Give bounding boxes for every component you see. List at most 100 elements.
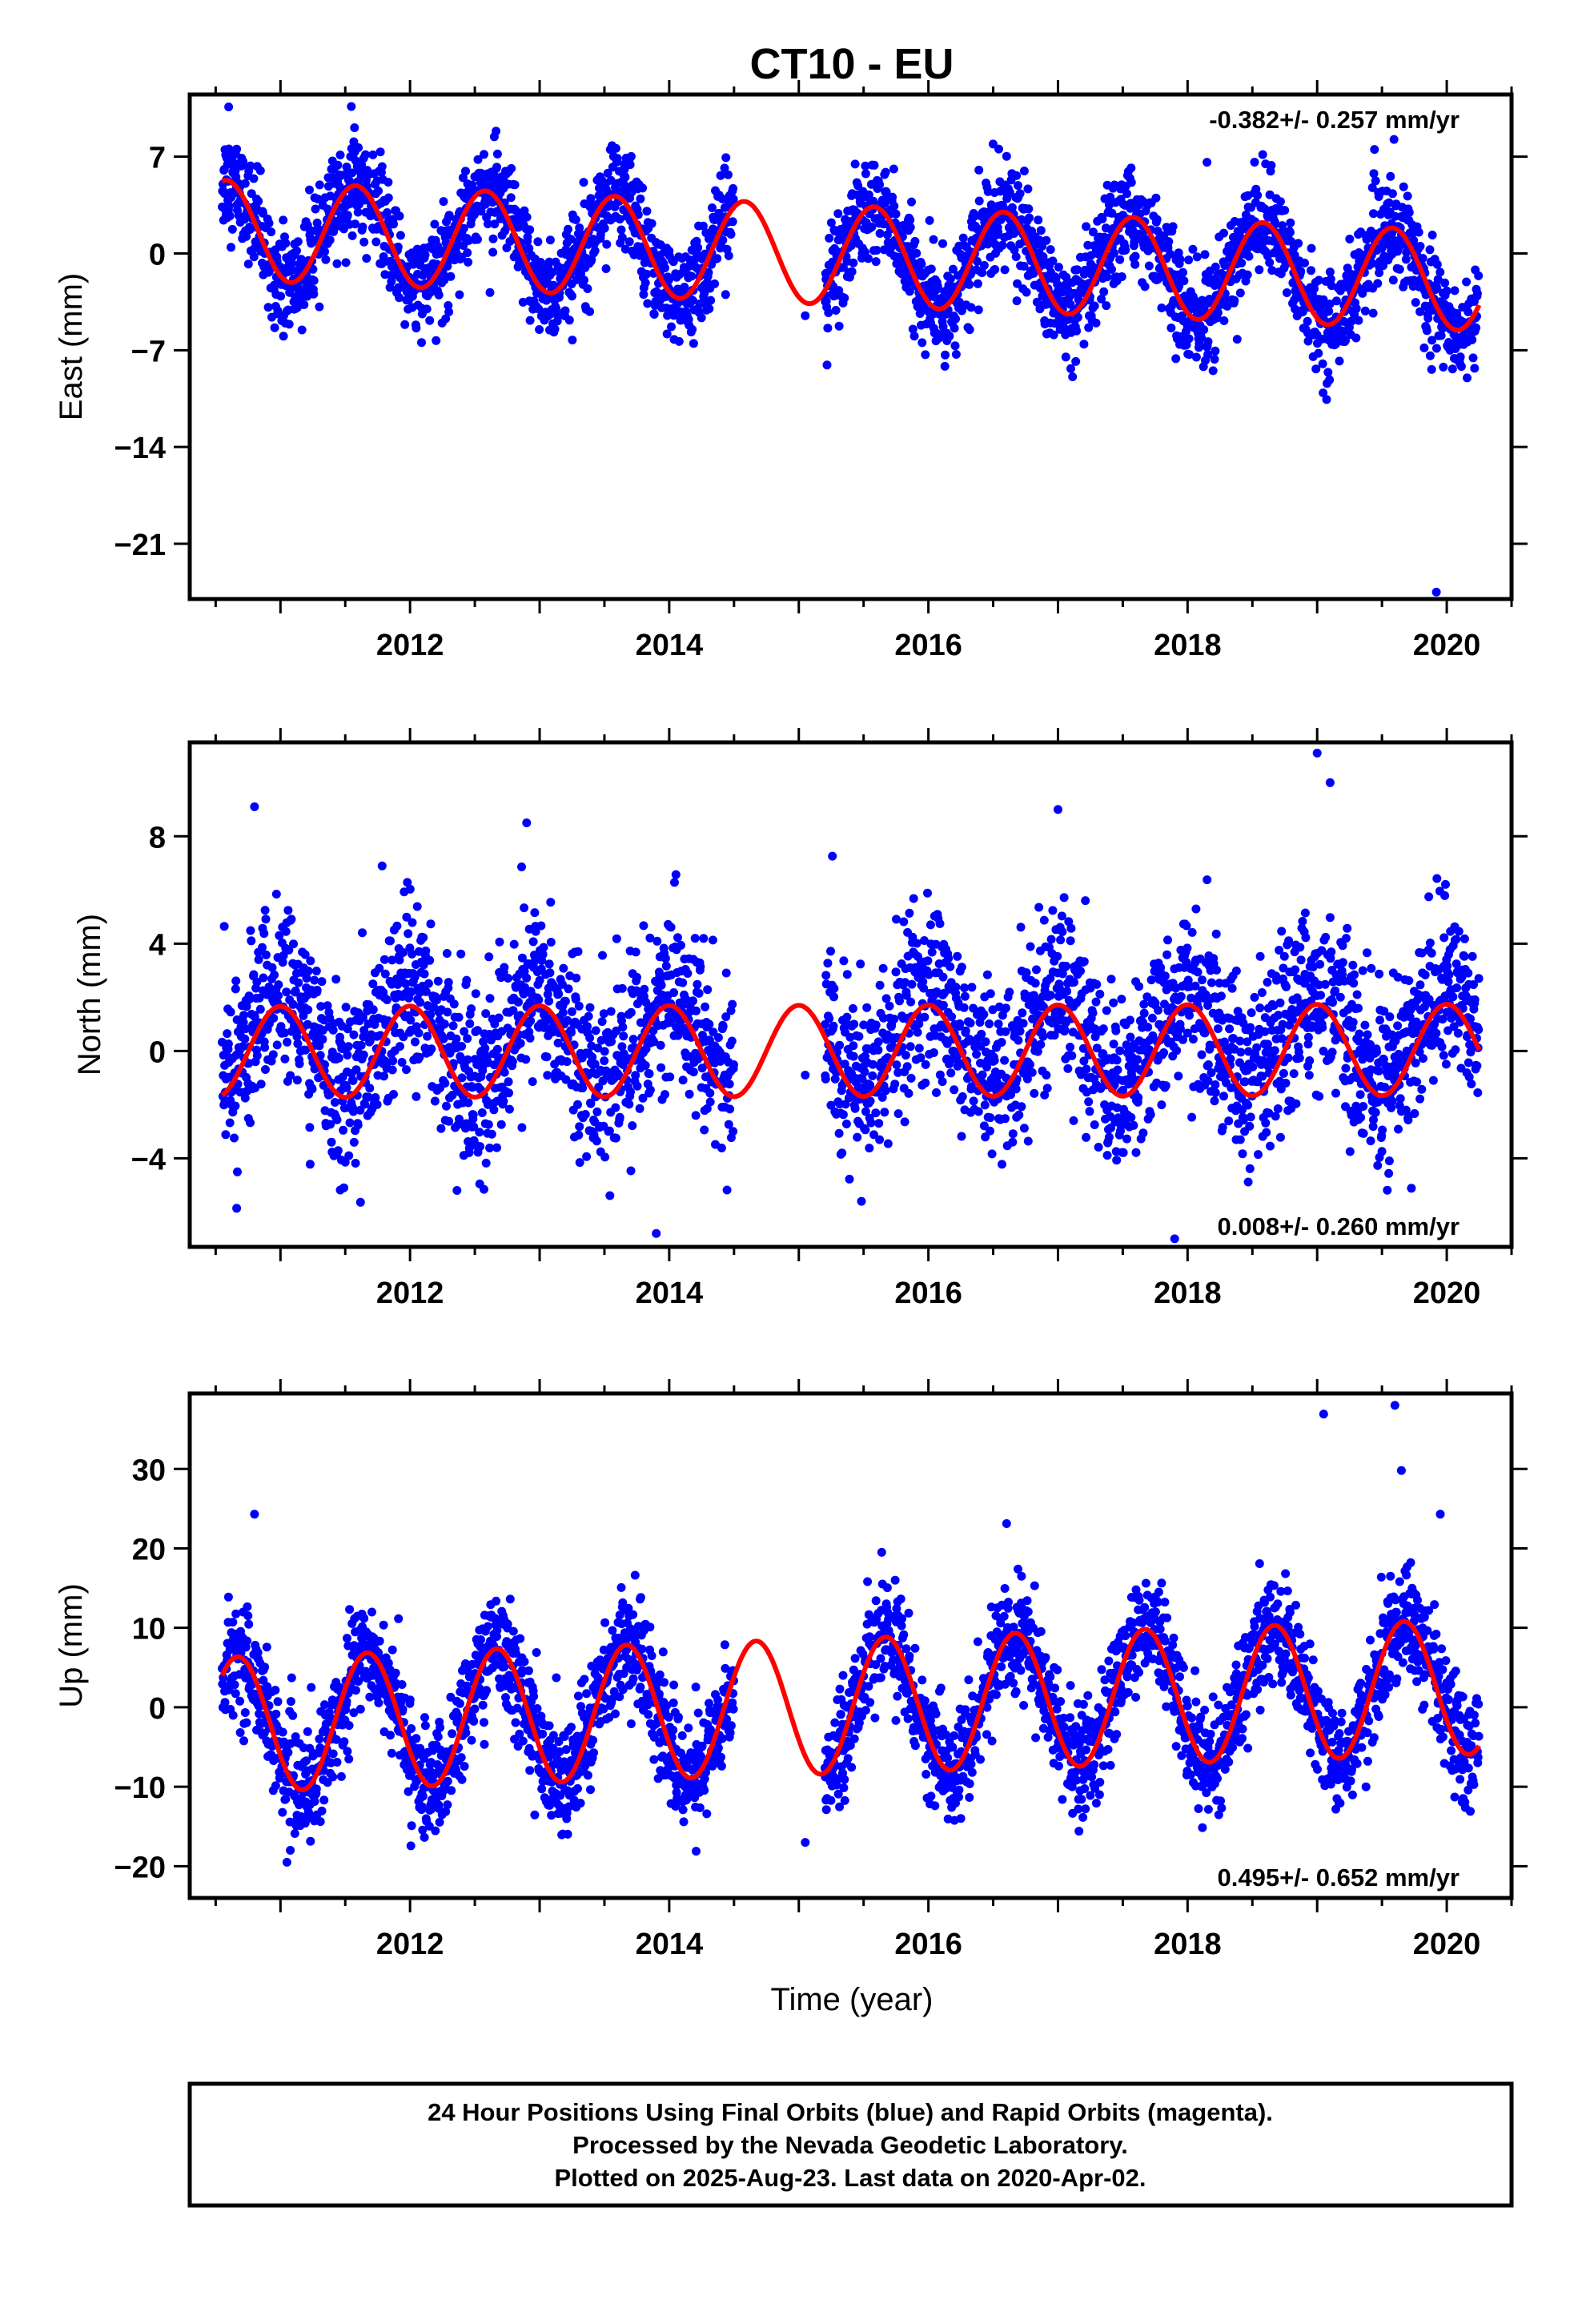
data-point xyxy=(392,921,402,931)
plot-frame xyxy=(187,92,1514,601)
data-point xyxy=(966,1019,975,1027)
data-point xyxy=(288,999,298,1009)
data-point xyxy=(938,1000,948,1010)
data-point xyxy=(323,1001,332,1011)
data-point xyxy=(721,1012,731,1022)
data-point xyxy=(1285,227,1295,237)
data-point xyxy=(412,1092,421,1101)
data-point xyxy=(480,1184,488,1194)
data-point xyxy=(952,1055,962,1064)
data-point xyxy=(643,299,652,308)
data-point xyxy=(554,989,564,999)
data-point xyxy=(839,956,849,966)
data-point xyxy=(552,316,562,326)
data-point xyxy=(889,164,898,174)
data-point xyxy=(923,956,933,966)
data-point xyxy=(705,1019,714,1029)
data-point xyxy=(600,223,609,233)
data-point xyxy=(405,884,415,894)
data-point xyxy=(1403,191,1412,201)
data-point xyxy=(856,959,865,969)
data-point xyxy=(1001,1027,1010,1036)
data-point xyxy=(1068,372,1078,381)
data-point xyxy=(412,902,422,911)
data-point xyxy=(1091,318,1101,328)
data-point xyxy=(826,1100,836,1110)
data-point xyxy=(708,203,717,212)
data-point xyxy=(1107,264,1116,274)
data-point xyxy=(359,237,369,247)
data-point xyxy=(477,1108,487,1117)
data-point xyxy=(837,1148,847,1158)
data-point xyxy=(425,316,435,325)
data-point xyxy=(628,1035,638,1044)
data-point xyxy=(571,215,580,224)
data-point xyxy=(687,271,697,281)
x-tick-label: 2016 xyxy=(894,629,962,662)
x-tick-label: 2020 xyxy=(1413,629,1481,662)
data-point xyxy=(1354,316,1363,325)
data-point xyxy=(1066,936,1075,946)
data-point xyxy=(620,172,630,182)
data-point xyxy=(1107,208,1117,218)
data-point xyxy=(1323,368,1333,377)
data-point xyxy=(567,292,576,301)
data-point xyxy=(857,1074,867,1084)
data-point xyxy=(1026,1059,1034,1069)
data-point xyxy=(1468,353,1478,363)
data-point xyxy=(249,970,259,979)
data-point xyxy=(312,985,322,995)
data-point xyxy=(849,1019,859,1029)
data-point xyxy=(1030,979,1040,988)
data-point xyxy=(1098,1049,1108,1059)
data-point xyxy=(260,906,270,915)
data-point xyxy=(636,194,645,203)
data-point xyxy=(801,311,810,320)
data-point xyxy=(464,1098,473,1108)
data-point xyxy=(1184,334,1194,344)
data-point xyxy=(1000,1055,1010,1065)
data-point xyxy=(375,963,384,973)
data-point xyxy=(905,223,915,232)
data-point xyxy=(976,1059,985,1068)
data-point xyxy=(905,1042,915,1051)
data-point xyxy=(840,293,849,303)
data-point xyxy=(507,163,516,173)
data-point xyxy=(1000,265,1010,275)
data-point xyxy=(480,1043,490,1053)
data-point xyxy=(271,890,281,899)
data-point xyxy=(626,1166,636,1176)
data-point xyxy=(1326,275,1335,283)
data-point xyxy=(564,316,574,325)
data-point xyxy=(1389,135,1399,144)
data-point xyxy=(920,936,929,945)
data-point xyxy=(343,1042,353,1051)
data-point xyxy=(542,1052,552,1062)
data-point xyxy=(454,1012,464,1022)
data-point xyxy=(341,1003,351,1012)
data-point xyxy=(411,1037,420,1047)
data-point xyxy=(902,1062,912,1072)
data-point xyxy=(377,162,387,171)
data-point xyxy=(875,1135,885,1144)
data-point xyxy=(223,1029,232,1039)
data-point xyxy=(279,332,288,341)
data-point xyxy=(1474,271,1484,280)
data-point xyxy=(340,1157,350,1167)
data-point xyxy=(1468,335,1477,344)
data-point xyxy=(389,1090,398,1099)
data-point xyxy=(583,284,592,293)
data-point xyxy=(1001,1003,1010,1013)
data-point xyxy=(1388,275,1398,285)
data-point xyxy=(1117,995,1126,1004)
data-point xyxy=(933,281,942,291)
data-point xyxy=(1282,288,1291,297)
data-point xyxy=(292,246,301,255)
data-point xyxy=(383,193,393,203)
data-point xyxy=(1053,951,1062,961)
data-point xyxy=(371,1093,380,1102)
data-point xyxy=(1237,258,1247,267)
data-point xyxy=(305,185,314,195)
